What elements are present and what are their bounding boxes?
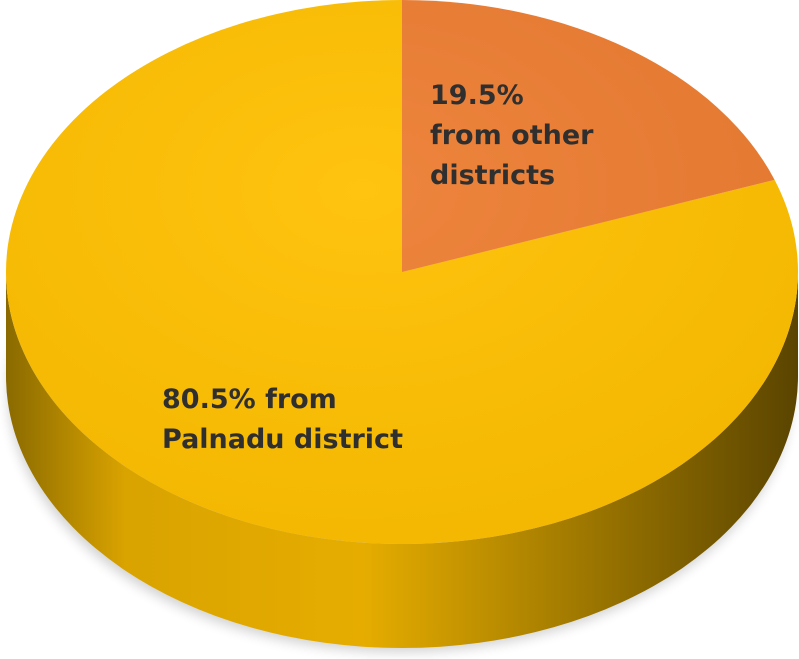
label-line: from other bbox=[430, 120, 594, 151]
slice-label-palnadu: 80.5% from Palnadu district bbox=[162, 380, 462, 460]
label-line: districts bbox=[430, 160, 556, 191]
label-line: Palnadu district bbox=[162, 424, 403, 455]
slice-label-other-districts: 19.5% from other districts bbox=[430, 76, 660, 196]
label-line: 80.5% from bbox=[162, 384, 337, 415]
pie-side-palnadu bbox=[6, 272, 798, 648]
label-line: 19.5% bbox=[430, 80, 524, 111]
